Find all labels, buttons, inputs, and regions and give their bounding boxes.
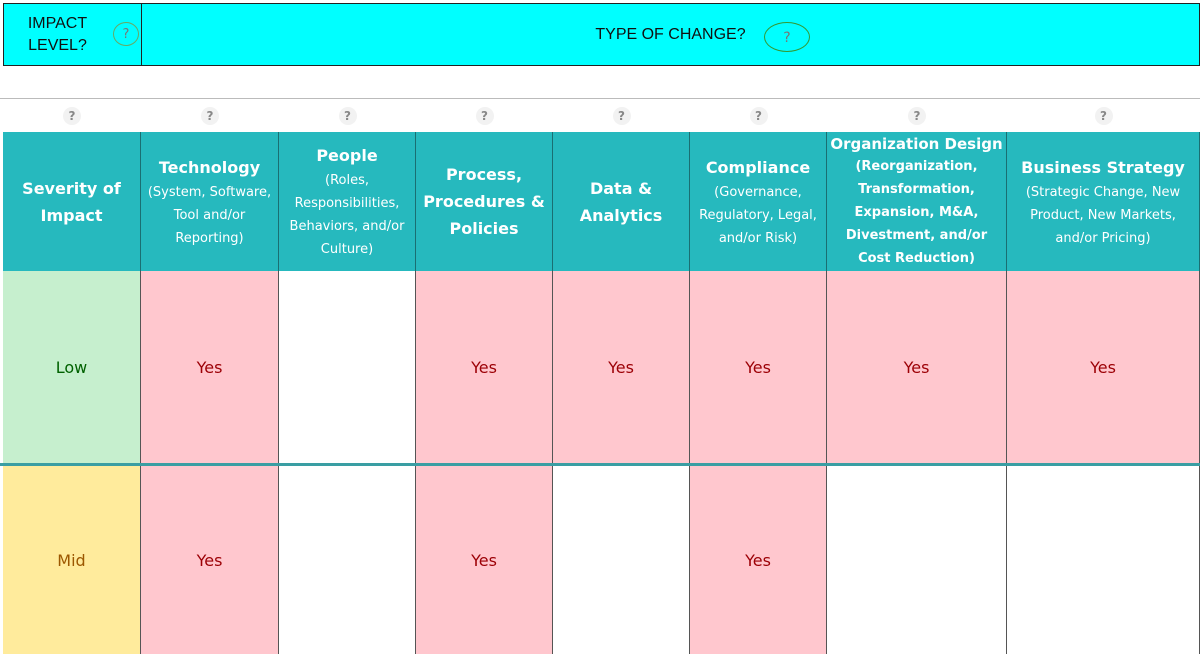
- column-subtitle: (Governance, Regulatory, Legal, and/or R…: [699, 184, 817, 246]
- row-divider: [0, 463, 1200, 466]
- column-title: Business Strategy: [1021, 157, 1185, 177]
- yes-cell: Yes: [827, 271, 1007, 463]
- empty-cell: [553, 466, 690, 654]
- help-icon[interactable]: ?: [113, 22, 139, 46]
- column-header: Compliance (Governance, Regulatory, Legal…: [690, 132, 827, 271]
- help-icon[interactable]: ?: [749, 107, 768, 125]
- column-subtitle: (Strategic Change, New Product, New Mark…: [1025, 184, 1181, 246]
- yes-cell: Yes: [553, 271, 690, 463]
- help-icon[interactable]: ?: [475, 107, 494, 125]
- type-of-change-cell: TYPE OF CHANGE?: [141, 3, 1200, 66]
- help-icon[interactable]: ?: [908, 107, 926, 125]
- column-header: Process, Procedures & Policies: [416, 132, 553, 271]
- yes-cell: Yes: [416, 466, 553, 654]
- empty-cell: [827, 466, 1007, 654]
- yes-cell: Yes: [141, 466, 279, 654]
- type-label: TYPE OF CHANGE?: [595, 25, 746, 43]
- column-title: Data & Analytics: [579, 178, 663, 225]
- row-label: Low: [3, 271, 141, 463]
- yes-cell: Yes: [1007, 271, 1200, 463]
- yes-cell: Yes: [690, 271, 827, 463]
- column-header: Severity of Impact: [3, 132, 141, 271]
- column-header: Business Strategy (Strategic Change, New …: [1007, 132, 1200, 271]
- empty-cell: [1007, 466, 1200, 654]
- row-label: Mid: [3, 466, 141, 654]
- column-title: Organization Design: [830, 135, 1003, 153]
- impact-label: IMPACT LEVEL?: [27, 14, 88, 54]
- column-title: Technology: [158, 157, 261, 177]
- column-title: Compliance: [705, 157, 811, 177]
- column-subtitle: (Roles, Responsibilities, Behaviors, and…: [289, 173, 405, 257]
- help-icon[interactable]: ?: [764, 22, 810, 52]
- empty-cell: [279, 271, 416, 463]
- help-icon[interactable]: ?: [63, 107, 81, 125]
- column-subtitle: (Reorganization, Transformation, Expansi…: [845, 159, 988, 266]
- column-header: Data & Analytics: [553, 132, 690, 271]
- yes-cell: Yes: [690, 466, 827, 654]
- help-icon[interactable]: ?: [338, 107, 357, 125]
- empty-cell: [279, 466, 416, 654]
- column-header: People (Roles, Responsibilities, Behavior…: [279, 132, 416, 271]
- column-title: People: [316, 146, 378, 165]
- yes-cell: Yes: [141, 271, 279, 463]
- column-header: Technology (System, Software, Tool and/or…: [141, 132, 279, 271]
- divider: [0, 98, 1200, 99]
- help-icon[interactable]: ?: [612, 107, 631, 125]
- column-header: Organization Design (Reorganization, Tran…: [827, 132, 1007, 271]
- column-title: Process, Procedures & Policies: [423, 165, 545, 238]
- help-icon[interactable]: ?: [1094, 107, 1113, 125]
- column-title: Severity of Impact: [22, 178, 121, 225]
- column-subtitle: (System, Software, Tool and/or Reporting…: [147, 184, 272, 246]
- yes-cell: Yes: [416, 271, 553, 463]
- help-icon[interactable]: ?: [201, 107, 219, 125]
